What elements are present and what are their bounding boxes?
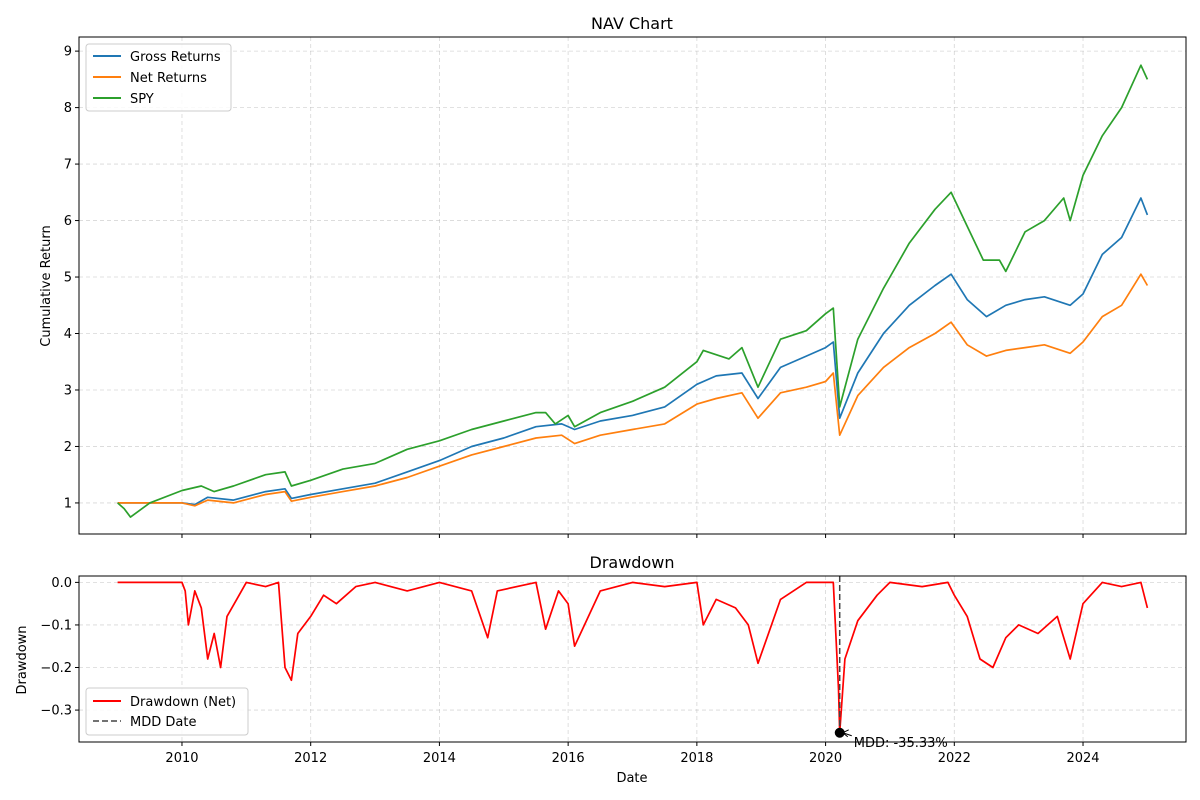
mdd-arrowhead [841, 729, 849, 738]
drawdown-x-tick-label: 2020 [809, 751, 842, 766]
series-line-spy [117, 64, 1149, 518]
drawdown-y-tick-label: −0.2 [40, 661, 72, 676]
series-line-net-returns [117, 273, 1149, 507]
legend-label-gross-returns: Gross Returns [130, 50, 221, 65]
nav-chart-frame [78, 36, 1187, 535]
nav-chart-legend: Gross Returns Net Returns SPY [85, 43, 232, 112]
nav-chart-y-axis-label: Cumulative Return [39, 225, 54, 346]
drawdown-x-tick-label: 2014 [423, 751, 456, 766]
mdd-arrow [842, 732, 852, 737]
drawdown-legend-box [85, 687, 249, 736]
legend-label-mdd-date: MDD Date [130, 715, 196, 730]
nav-y-tick-label: 1 [64, 496, 72, 511]
mdd-annotation-text: MDD: -35.33% [854, 736, 948, 751]
nav-chart-grid [79, 37, 1186, 534]
nav-chart-title: NAV Chart [591, 14, 673, 33]
drawdown-y-tick-label: 0.0 [51, 576, 72, 591]
nav-y-tick-label: 4 [64, 327, 72, 342]
drawdown-x-axis-label: Date [616, 771, 647, 786]
drawdown-y-axis-label: Drawdown [15, 625, 30, 694]
drawdown-x-ticks: 2010 2012 2014 2016 2018 2020 2022 2024 [165, 742, 1100, 766]
drawdown-x-tick-label: 2016 [552, 751, 585, 766]
drawdown-legend: Drawdown (Net) MDD Date [85, 687, 249, 736]
drawdown-series [117, 576, 1149, 738]
mdd-marker [834, 727, 845, 738]
drawdown-y-tick-label: −0.3 [40, 704, 72, 719]
nav-chart-y-ticks: 1 2 3 4 5 6 7 8 9 [64, 45, 79, 511]
legend-label-spy: SPY [130, 92, 154, 107]
nav-y-tick-label: 7 [64, 158, 72, 173]
drawdown-x-tick-label: 2012 [294, 751, 327, 766]
nav-chart-x-ticks [181, 534, 1084, 538]
drawdown-y-tick-label: −0.1 [40, 618, 72, 633]
nav-y-tick-label: 8 [64, 101, 72, 116]
drawdown-x-tick-label: 2022 [938, 751, 971, 766]
drawdown-title: Drawdown [590, 553, 675, 572]
nav-y-tick-label: 3 [64, 383, 72, 398]
nav-chart-panel: NAV Chart 1 2 3 4 5 6 7 8 9 Cumulative Return Gr… [39, 14, 1187, 538]
nav-legend-box [85, 43, 232, 112]
nav-y-tick-label: 9 [64, 45, 72, 60]
drawdown-y-ticks: 0.0 −0.1 −0.2 −0.3 [40, 576, 79, 719]
drawdown-panel: Drawdown 0.0−0.1−0.2−0.3 2010 2012 2014 201… [15, 553, 1187, 786]
drawdown-x-tick-label: 2010 [165, 751, 198, 766]
nav-y-tick-label: 2 [64, 440, 72, 455]
nav-y-tick-label: 6 [64, 214, 72, 229]
legend-label-drawdown-net: Drawdown (Net) [130, 695, 236, 710]
nav-chart-series [117, 64, 1149, 518]
drawdown-x-tick-label: 2018 [680, 751, 713, 766]
legend-label-net-returns: Net Returns [130, 71, 207, 86]
mdd-annotation: MDD: -35.33% [841, 729, 948, 751]
drawdown-frame [78, 575, 1187, 743]
drawdown-x-tick-label: 2024 [1066, 751, 1099, 766]
series-line-gross-returns [117, 197, 1149, 506]
series-line-drawdown-net [117, 581, 1149, 734]
nav-y-tick-label: 5 [64, 271, 72, 286]
